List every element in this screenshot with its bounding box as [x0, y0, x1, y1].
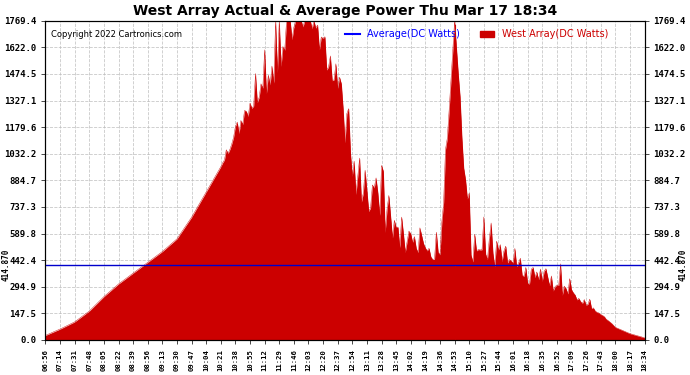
Text: 414.870: 414.870: [679, 249, 688, 281]
Title: West Array Actual & Average Power Thu Mar 17 18:34: West Array Actual & Average Power Thu Ma…: [133, 4, 557, 18]
Legend: Average(DC Watts), West Array(DC Watts): Average(DC Watts), West Array(DC Watts): [342, 26, 613, 44]
Text: Copyright 2022 Cartronics.com: Copyright 2022 Cartronics.com: [52, 30, 182, 39]
Text: 414.870: 414.870: [2, 249, 11, 281]
